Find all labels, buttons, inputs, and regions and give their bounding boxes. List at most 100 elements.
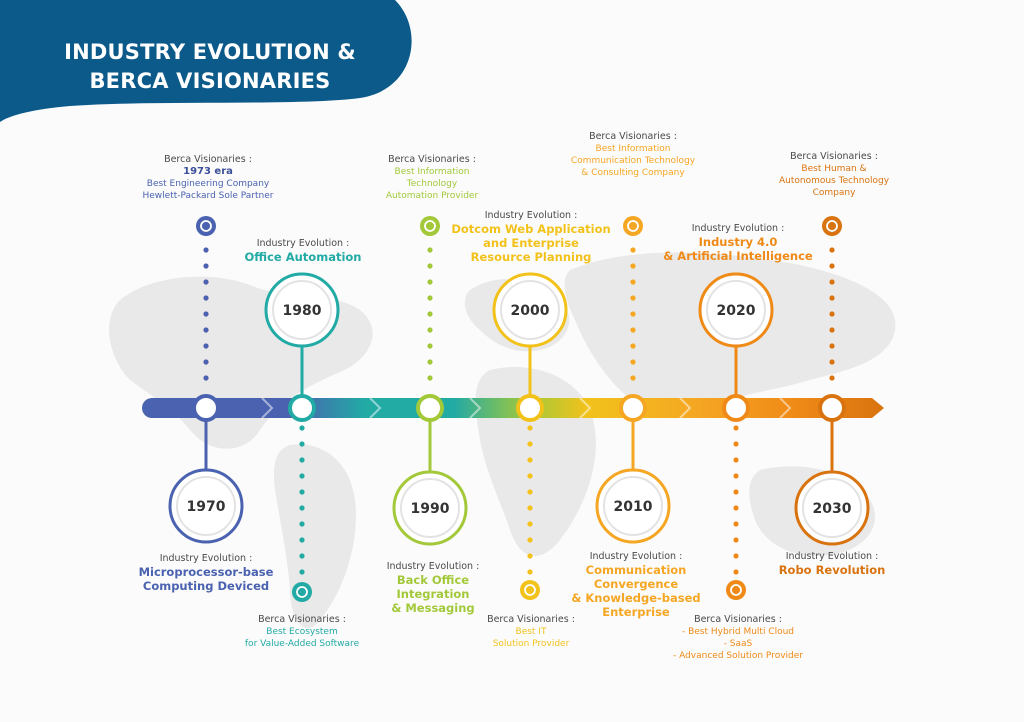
evolution-label-2000-line: Dotcom Web Application <box>451 222 611 236</box>
evolution-label-2010-line: Convergence <box>593 577 679 591</box>
timeline-node <box>288 394 316 422</box>
dotted-connector-dot <box>427 247 433 253</box>
dotted-connector-dot <box>733 521 739 527</box>
year-label: 2000 <box>511 303 550 319</box>
dotted-connector-dot <box>299 569 305 575</box>
page-title: INDUSTRY EVOLUTION & BERCA VISIONARIES <box>40 38 380 96</box>
visionary-marker <box>822 216 842 236</box>
evolution-label-2000: Industry Evolution : Dotcom Web Applicati… <box>421 209 641 264</box>
year-circle-inner <box>603 476 663 536</box>
evolution-label-2000-heading: Industry Evolution : <box>484 210 578 221</box>
dotted-connector-dot <box>203 311 209 317</box>
dotted-connector-dot <box>203 279 209 285</box>
visionary-marker-ring <box>200 220 212 232</box>
dotted-connector-dot <box>829 263 835 269</box>
arrow-chevron <box>579 397 592 419</box>
visionary-label-2030-line: Autonomous Technology <box>778 176 890 186</box>
visionary-label-1980-heading: Berca Visionaries : <box>258 614 346 625</box>
dotted-connector-dot <box>630 311 636 317</box>
visionary-label-2010-line: & Consulting Company <box>581 168 685 178</box>
visionary-label-2000-line: Solution Provider <box>492 639 570 649</box>
dotted-connector-dot <box>427 327 433 333</box>
dotted-connector-dot <box>733 473 739 479</box>
visionary-marker-ring <box>730 584 742 596</box>
visionary-label-2010-line: Best Information <box>595 144 671 154</box>
dotted-connector-dot <box>733 569 739 575</box>
dotted-connector-dot <box>203 343 209 349</box>
evolution-label-2000-line: Resource Planning <box>470 250 592 264</box>
dotted-connector-dot <box>299 425 305 431</box>
dotted-connector-dot <box>203 375 209 381</box>
dotted-connector-dot <box>427 311 433 317</box>
visionary-marker-ring <box>424 220 436 232</box>
dotted-connector-dot <box>829 343 835 349</box>
dotted-connector-dot <box>630 343 636 349</box>
evolution-label-2030-heading: Industry Evolution : <box>785 551 879 562</box>
evolution-label-1970: Industry Evolution : Microprocessor-base C… <box>106 552 306 593</box>
visionary-label-2000-heading: Berca Visionaries : <box>487 614 575 625</box>
dotted-connector-dot <box>829 375 835 381</box>
dotted-connector-dot <box>427 279 433 285</box>
evolution-label-1970-line: Computing Deviced <box>142 579 270 593</box>
evolution-label-1990-line: Integration <box>396 587 470 601</box>
evolution-label-2030: Industry Evolution : Robo Revolution <box>747 550 917 577</box>
visionary-label-2020-line: - Best Hybrid Multi Cloud <box>681 627 795 637</box>
visionary-label-1970-heading: Berca Visionaries : <box>164 154 252 165</box>
visionary-label-2030-heading: Berca Visionaries : <box>790 151 878 162</box>
visionary-label-2030-line: Best Human & <box>801 164 867 174</box>
timeline-node <box>416 394 444 422</box>
visionary-label-1970-line: Best Engineering Company <box>146 179 270 189</box>
evolution-label-1990: Industry Evolution : Back Office Integrati… <box>338 560 528 615</box>
visionary-marker <box>292 582 312 602</box>
dotted-connector-dot <box>299 521 305 527</box>
title-line-1: INDUSTRY EVOLUTION & <box>64 40 356 64</box>
visionary-marker <box>196 216 216 236</box>
evolution-label-1970-heading: Industry Evolution : <box>159 553 253 564</box>
evolution-label-2010-line: Communication <box>585 563 687 577</box>
year-label: 1970 <box>187 499 226 515</box>
dotted-connector-dot <box>299 537 305 543</box>
dotted-connector-dot <box>829 295 835 301</box>
year-label: 2020 <box>717 303 756 319</box>
visionary-label-1980-line: for Value-Added Software <box>244 639 360 649</box>
evolution-label-1990-line: Back Office <box>396 573 470 587</box>
dotted-connector-dot <box>733 441 739 447</box>
evolution-label-1990-heading: Industry Evolution : <box>386 561 480 572</box>
dotted-connector-dot <box>527 505 533 511</box>
visionary-marker <box>520 580 540 600</box>
visionary-marker-ring <box>524 584 536 596</box>
year-circle-inner <box>400 478 460 538</box>
evolution-label-1980: Industry Evolution : Office Automation <box>213 237 393 264</box>
visionary-label-1970-line: 1973 era <box>183 166 233 177</box>
year-circle-inner <box>706 280 766 340</box>
visionary-label-1980: Berca Visionaries : Best Ecosystem for Val… <box>207 613 397 650</box>
dotted-connector-dot <box>527 537 533 543</box>
year-label: 1980 <box>283 303 322 319</box>
dotted-connector-dot <box>829 359 835 365</box>
dotted-connector-dot <box>829 279 835 285</box>
dotted-connector-dot <box>630 279 636 285</box>
visionary-marker <box>623 216 643 236</box>
visionary-label-2020: Berca Visionaries : - Best Hybrid Multi C… <box>623 613 853 662</box>
visionary-marker <box>420 216 440 236</box>
visionary-label-1970: Berca Visionaries :1973 era Best Engineer… <box>108 153 308 202</box>
arrow-chevron <box>679 397 692 419</box>
dotted-connector-dot <box>733 457 739 463</box>
timeline-node <box>619 394 647 422</box>
year-circle-inner <box>176 476 236 536</box>
dotted-connector-dot <box>733 553 739 559</box>
dotted-connector-dot <box>630 359 636 365</box>
evolution-label-1990-line: & Messaging <box>391 601 475 615</box>
dotted-connector-dot <box>630 263 636 269</box>
visionary-marker-ring <box>826 220 838 232</box>
dotted-connector-dot <box>427 359 433 365</box>
year-circle-inner <box>500 280 560 340</box>
dotted-connector-dot <box>299 505 305 511</box>
evolution-label-1980-line: Office Automation <box>244 250 362 264</box>
dotted-connector-dot <box>829 327 835 333</box>
timeline-node <box>192 394 220 422</box>
year-circle-inner <box>272 280 332 340</box>
dotted-connector-dot <box>299 489 305 495</box>
dotted-connector-dot <box>427 263 433 269</box>
